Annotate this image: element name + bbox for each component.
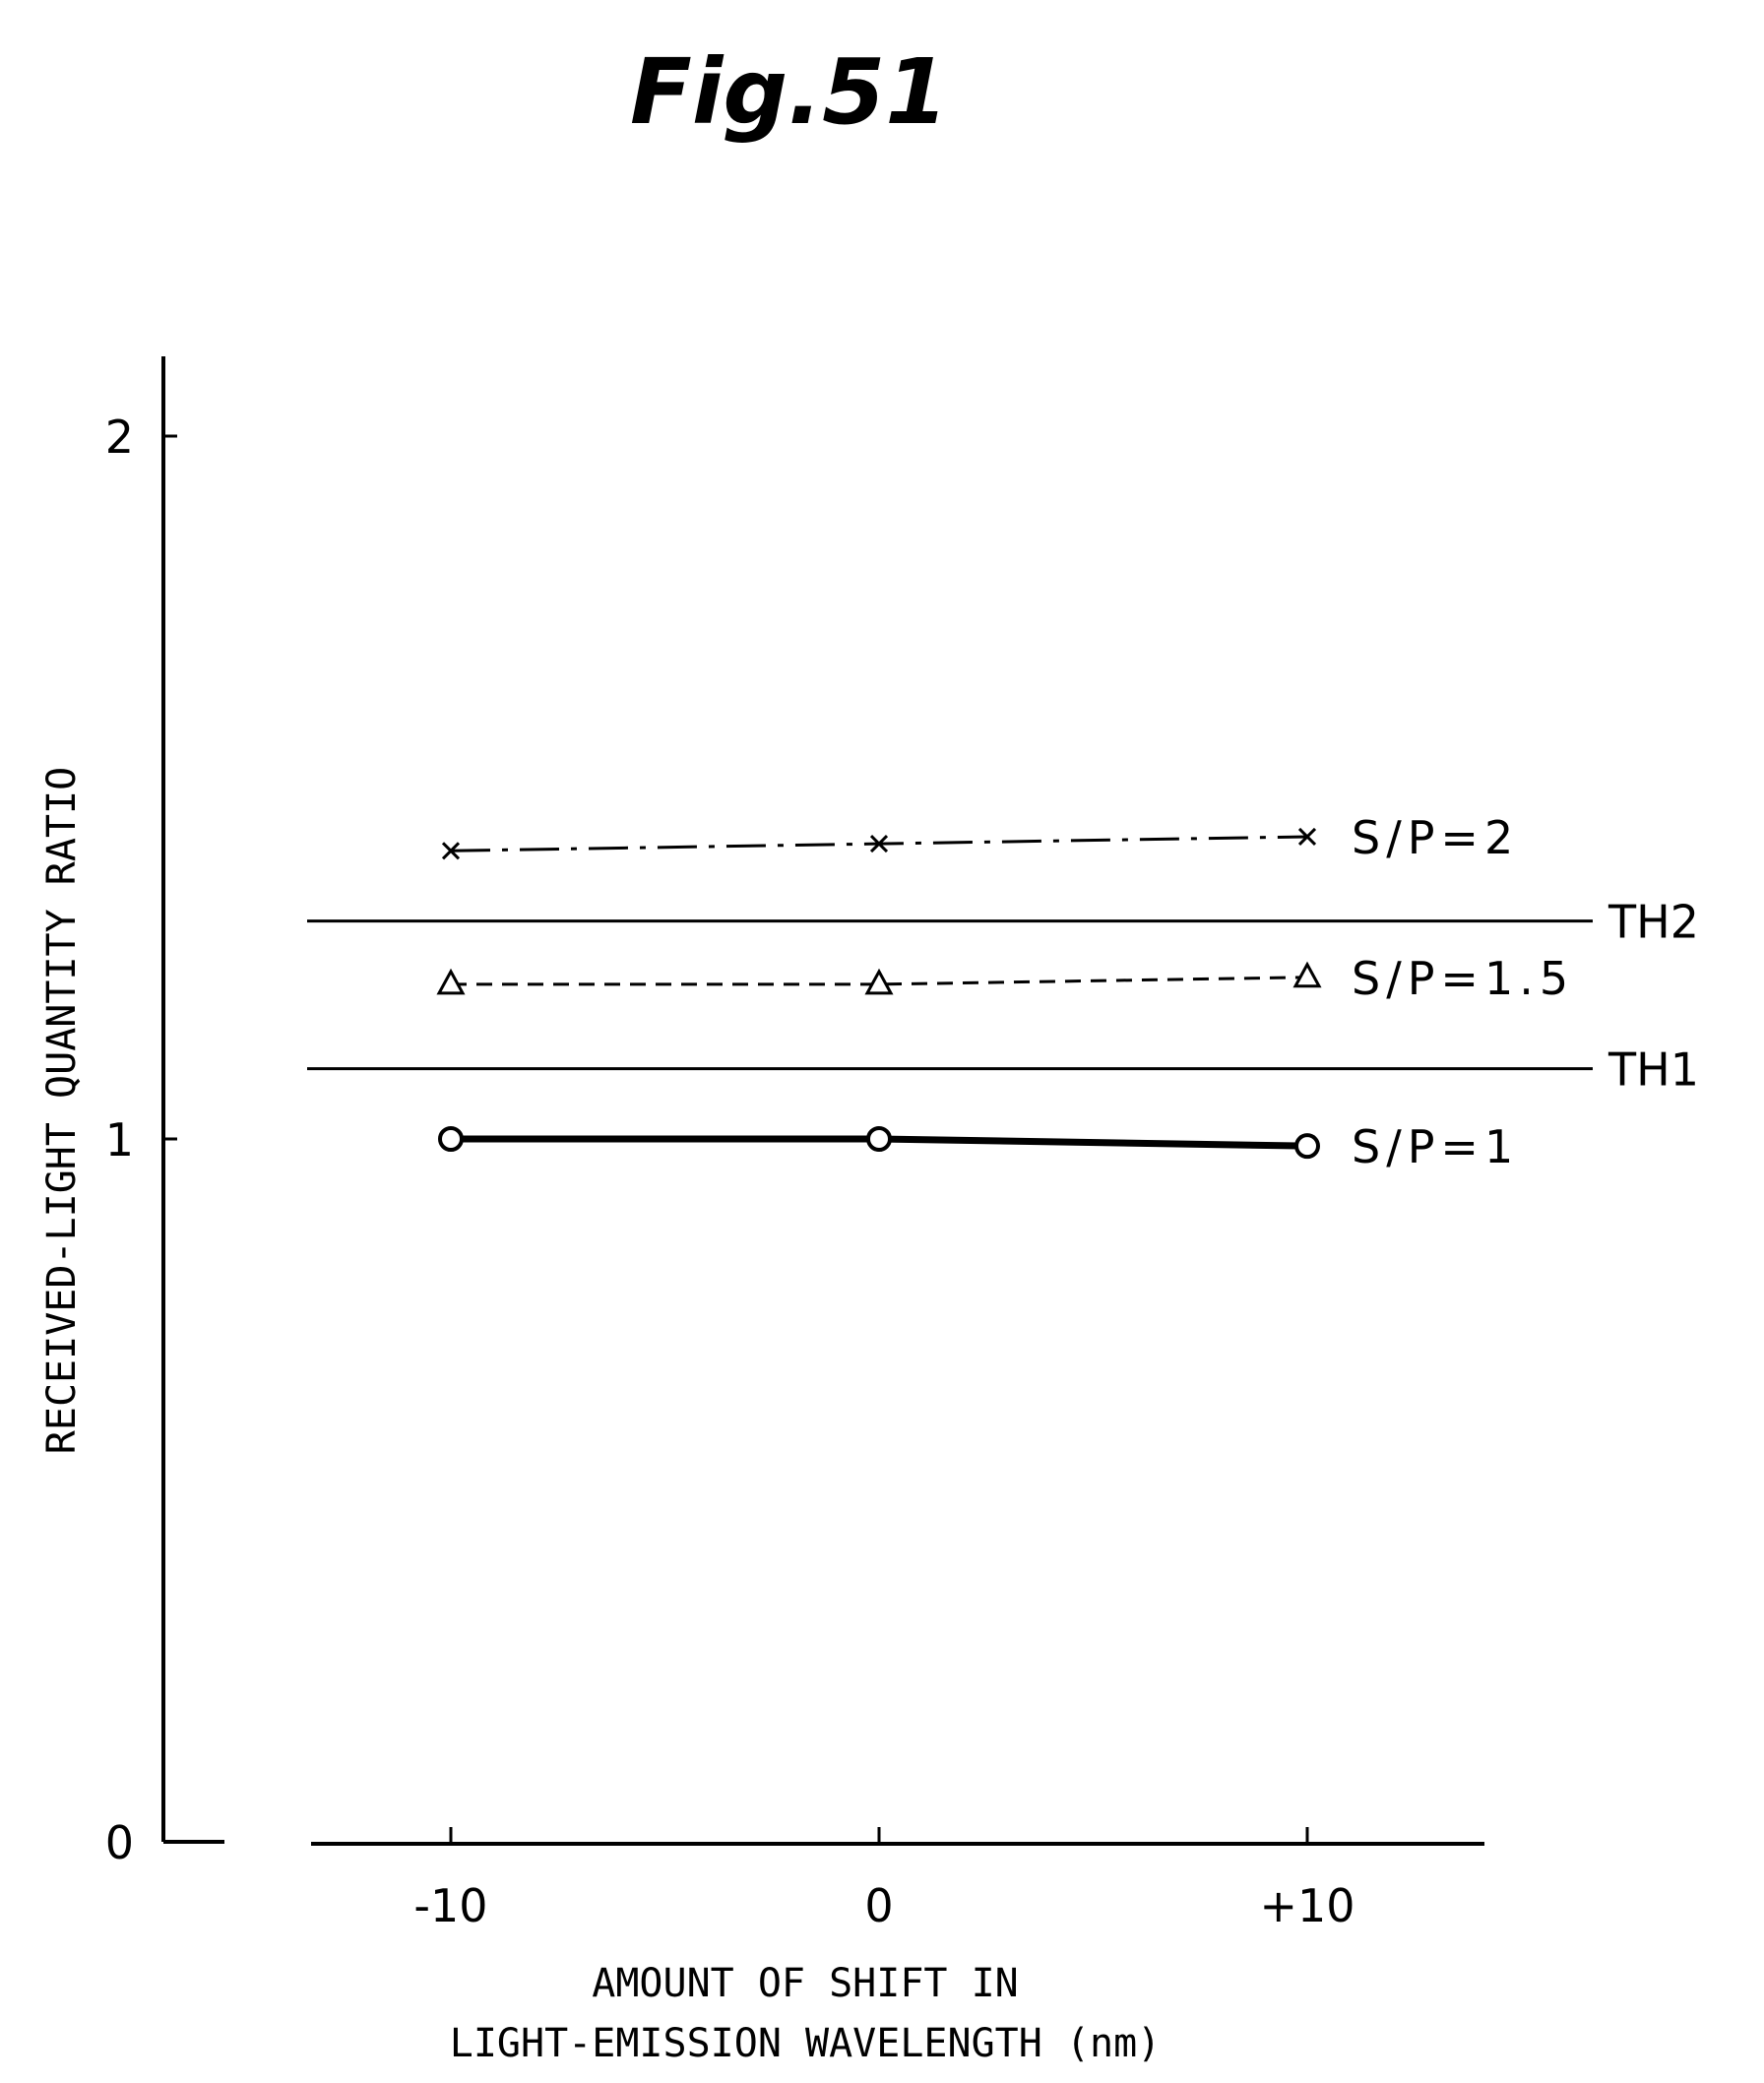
x-tick-label: +10 [1259,1879,1354,1932]
threshold-label: TH2 [1607,896,1699,949]
data-point-triangle [867,972,891,993]
data-point-circle [440,1128,462,1150]
threshold-label: TH1 [1607,1043,1699,1097]
series-label: S/P=1 [1352,1120,1519,1173]
x-tick-label: -10 [413,1879,487,1932]
y-tick-label: 1 [105,1113,134,1167]
x-axis-label-line-2: LIGHT-EMISSION WAVELENGTH (nm) [450,2021,1161,2066]
y-axis-label: RECEIVED-LIGHT QUANTITY RATIO [39,767,85,1454]
x-axis-label-line-1: AMOUNT OF SHIFT IN [592,1961,1018,2006]
data-point-circle [868,1128,890,1150]
y-tick-label: 2 [105,410,134,464]
series-label: S/P=1.5 [1352,952,1574,1005]
data-point-triangle [439,972,463,993]
x-tick-label: 0 [864,1879,893,1932]
y-tick-label: 0 [105,1816,134,1869]
y-ticks: 0 1 2 [105,410,177,1869]
data-point-circle [1296,1135,1318,1157]
series-group: S/P=2 S/P=1.5 S/P=1 [439,811,1574,1173]
figure-title: Fig.51 [630,39,948,145]
series-label: S/P=2 [1352,811,1519,864]
data-point-triangle [1295,965,1319,986]
